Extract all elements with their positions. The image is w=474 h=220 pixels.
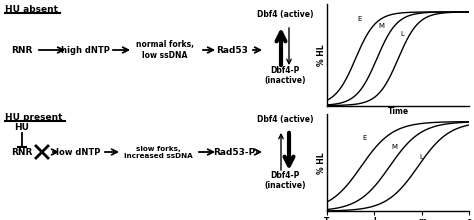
Text: RNR: RNR [11,147,33,156]
Text: HU present: HU present [5,113,63,122]
Text: HU: HU [15,123,29,132]
Text: slow forks,
increased ssDNA: slow forks, increased ssDNA [124,145,192,158]
Text: Dbf4-P
(inactive): Dbf4-P (inactive) [264,66,306,85]
Text: E: E [357,16,362,22]
Text: M: M [391,144,397,150]
Y-axis label: % HL: % HL [317,152,326,174]
Text: Dbf4 (active): Dbf4 (active) [257,115,313,124]
Text: Rad53: Rad53 [216,46,248,55]
Text: normal forks,
low ssDNA: normal forks, low ssDNA [136,40,194,60]
Text: Dbf4 (active): Dbf4 (active) [257,10,313,19]
Text: high dNTP: high dNTP [61,46,109,55]
Text: L: L [400,31,404,37]
Text: low dNTP: low dNTP [56,147,100,156]
Y-axis label: % HL: % HL [317,44,326,66]
Text: HU absent: HU absent [5,5,58,14]
Text: L: L [419,154,423,160]
Text: Dbf4-P
(inactive): Dbf4-P (inactive) [264,170,306,190]
Text: Rad53-P: Rad53-P [213,147,255,156]
Text: E: E [363,135,367,141]
Text: M: M [379,23,384,29]
X-axis label: Time: Time [388,107,409,116]
Text: RNR: RNR [11,46,33,55]
